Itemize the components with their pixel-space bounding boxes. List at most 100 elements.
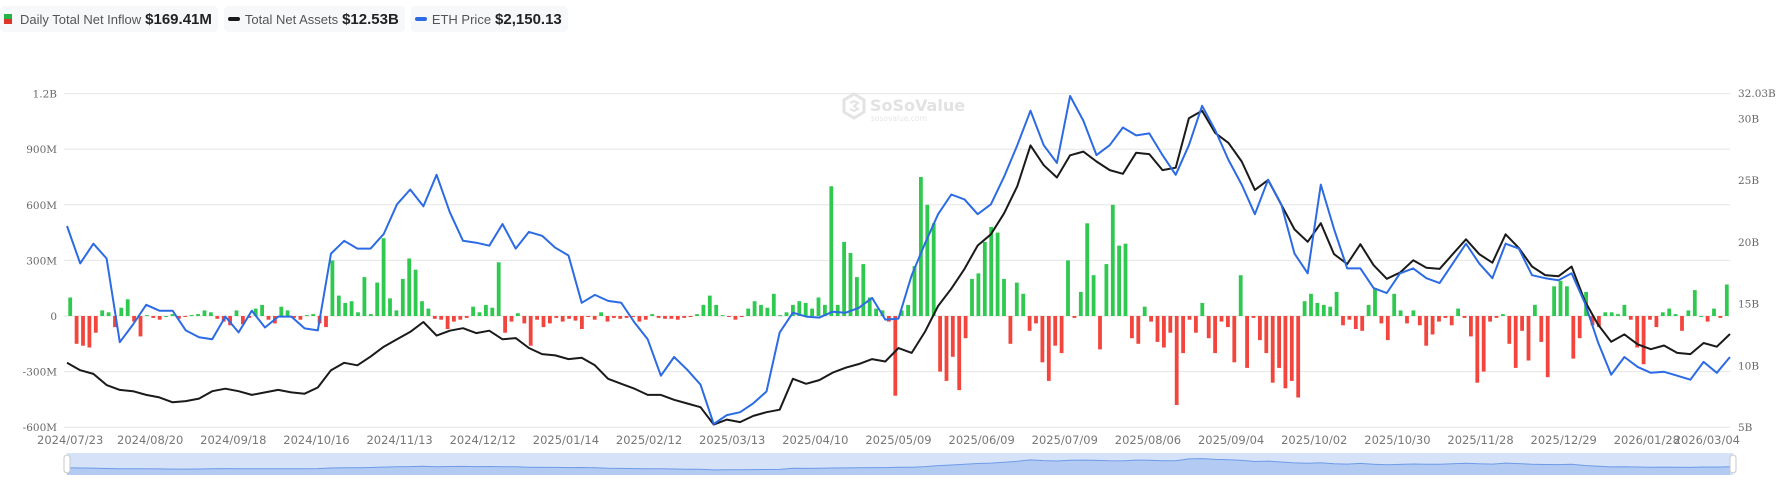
inflow-bar[interactable] (1078, 291, 1083, 316)
inflow-bar[interactable] (420, 301, 424, 316)
inflow-bar[interactable] (93, 316, 98, 333)
inflow-bar[interactable] (234, 310, 239, 316)
inflow-bar[interactable] (861, 264, 866, 316)
inflow-bar[interactable] (567, 316, 571, 319)
inflow-bar[interactable] (1328, 306, 1333, 316)
inflow-bar[interactable] (330, 260, 335, 316)
inflow-bar[interactable] (1219, 316, 1224, 322)
inflow-bar[interactable] (1571, 316, 1576, 359)
inflow-bar[interactable] (1258, 316, 1262, 341)
inflow-bar[interactable] (1552, 286, 1556, 316)
inflow-bar[interactable] (1417, 316, 1422, 326)
inflow-bar[interactable] (899, 310, 904, 316)
inflow-bar[interactable] (1411, 310, 1416, 316)
inflow-bar[interactable] (682, 316, 687, 318)
inflow-bar[interactable] (522, 316, 527, 324)
inflow-bar[interactable] (1302, 301, 1307, 316)
inflow-bar[interactable] (535, 316, 539, 320)
inflow-bar[interactable] (1622, 304, 1627, 316)
inflow-bar[interactable] (375, 282, 380, 316)
inflow-bar[interactable] (1232, 316, 1237, 363)
inflow-bar[interactable] (490, 307, 495, 316)
inflow-bar[interactable] (1430, 316, 1435, 335)
inflow-bar[interactable] (688, 316, 693, 317)
inflow-bar[interactable] (586, 316, 591, 317)
inflow-bar[interactable] (1289, 316, 1294, 381)
inflow-bar[interactable] (1136, 316, 1141, 344)
inflow-bar[interactable] (279, 306, 284, 316)
inflow-bar[interactable] (119, 307, 124, 316)
inflow-bar[interactable] (1469, 316, 1473, 337)
inflow-bar[interactable] (1456, 308, 1460, 316)
inflow-bar[interactable] (963, 316, 968, 339)
inflow-bar[interactable] (452, 316, 456, 322)
inflow-bar[interactable] (1014, 282, 1019, 316)
inflow-bar[interactable] (669, 316, 674, 319)
inflow-bar[interactable] (1718, 316, 1723, 318)
inflow-bar[interactable] (1321, 304, 1326, 316)
inflow-bar[interactable] (1724, 284, 1729, 317)
inflow-bar[interactable] (1296, 316, 1301, 398)
inflow-bar[interactable] (1200, 303, 1205, 316)
inflow-bar[interactable] (695, 314, 699, 316)
inflow-bar[interactable] (496, 262, 501, 316)
inflow-bar[interactable] (925, 204, 930, 316)
inflow-bar[interactable] (509, 316, 514, 322)
inflow-bar[interactable] (1513, 316, 1518, 368)
inflow-bar[interactable] (1373, 288, 1377, 316)
inflow-bar[interactable] (1565, 286, 1569, 316)
inflow-bar[interactable] (797, 301, 802, 316)
inflow-bar[interactable] (970, 278, 974, 316)
inflow-bar[interactable] (605, 316, 610, 322)
inflow-bar[interactable] (311, 314, 316, 316)
inflow-bar[interactable] (1334, 291, 1339, 316)
inflow-bar[interactable] (1501, 314, 1505, 316)
inflow-bar[interactable] (548, 316, 552, 324)
inflow-bar[interactable] (1174, 316, 1179, 405)
inflow-bar[interactable] (125, 299, 130, 316)
inflow-bar[interactable] (68, 297, 73, 317)
inflow-bar[interactable] (1264, 316, 1269, 354)
inflow-bar[interactable] (1347, 316, 1352, 320)
inflow-bar[interactable] (1462, 316, 1467, 318)
data-zoom-slider[interactable] (63, 453, 1737, 475)
inflow-bar[interactable] (484, 304, 488, 316)
inflow-bar[interactable] (1680, 316, 1684, 331)
inflow-bar[interactable] (1238, 275, 1243, 316)
inflow-bar[interactable] (1366, 304, 1371, 316)
inflow-bar[interactable] (477, 312, 482, 316)
inflow-bar[interactable] (1162, 316, 1166, 348)
inflow-bar[interactable] (1628, 316, 1633, 320)
inflow-bar[interactable] (707, 295, 712, 316)
inflow-bar[interactable] (867, 297, 872, 317)
inflow-bar[interactable] (170, 314, 175, 316)
inflow-bar[interactable] (1443, 316, 1448, 318)
inflow-bar[interactable] (1667, 308, 1672, 316)
inflow-bar[interactable] (631, 316, 635, 317)
inflow-bar[interactable] (1181, 316, 1185, 354)
inflow-bar[interactable] (1040, 316, 1045, 363)
legend-item-total-net-assets[interactable]: Total Net Assets $12.53B (223, 6, 405, 32)
inflow-bar[interactable] (1494, 316, 1499, 318)
slider-left-handle[interactable] (63, 454, 71, 474)
inflow-bar[interactable] (1091, 275, 1096, 316)
inflow-bar[interactable] (765, 307, 770, 316)
inflow-bar[interactable] (650, 314, 655, 316)
inflow-bar[interactable] (407, 258, 412, 317)
inflow-bar[interactable] (228, 316, 232, 326)
inflow-bar[interactable] (573, 316, 578, 321)
inflow-bar[interactable] (81, 316, 85, 346)
inflow-bar[interactable] (810, 308, 814, 316)
inflow-bar[interactable] (1609, 312, 1614, 316)
inflow-bar[interactable] (580, 316, 584, 329)
inflow-bar[interactable] (336, 295, 341, 316)
inflow-bar[interactable] (906, 304, 910, 316)
inflow-bar[interactable] (784, 312, 789, 316)
inflow-bar[interactable] (656, 316, 661, 318)
inflow-bar[interactable] (1187, 316, 1192, 320)
inflow-bar[interactable] (1098, 316, 1102, 350)
inflow-bar[interactable] (720, 315, 725, 317)
inflow-bar[interactable] (816, 297, 821, 317)
inflow-bar[interactable] (739, 316, 744, 317)
